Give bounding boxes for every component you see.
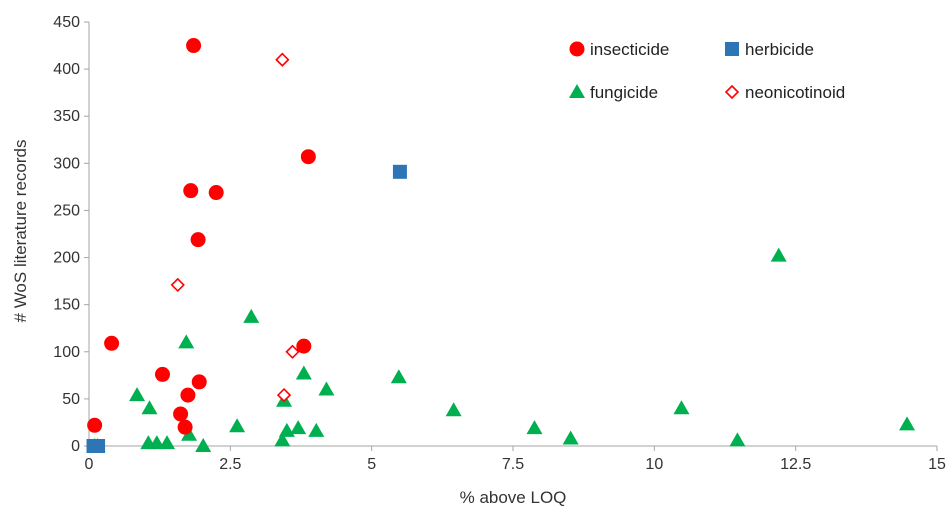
insecticide-point <box>191 374 207 390</box>
y-tick-label: 300 <box>53 155 80 172</box>
x-tick-label: 2.5 <box>219 456 241 473</box>
fungicide-point <box>159 435 176 450</box>
y-tick-label: 400 <box>53 61 80 78</box>
legend-marker-neonicotinoid <box>724 84 740 100</box>
y-tick-label: 0 <box>71 438 80 455</box>
insecticide-point <box>186 38 202 54</box>
fungicide-point <box>278 422 295 437</box>
y-tick-label: 50 <box>62 391 80 408</box>
legend-marker-herbicide <box>725 42 739 56</box>
legend: insecticide herbicide fungicide neonicotino… <box>569 40 845 102</box>
y-axis-title: # WoS literature records <box>11 140 30 323</box>
fungicide-point <box>526 420 543 435</box>
insecticide-point <box>183 183 199 199</box>
fungicide-point <box>770 247 787 262</box>
y-axis-title-group: # WoS literature records <box>11 140 30 323</box>
herbicide-point <box>392 164 407 179</box>
legend-item-herbicide: herbicide <box>725 40 814 59</box>
y-tick-label: 450 <box>53 14 80 31</box>
fungicide-point <box>899 416 916 431</box>
y-tick-label: 350 <box>53 108 80 125</box>
neonicotinoid-point <box>275 52 290 67</box>
fungicide-point <box>129 387 146 402</box>
fungicide-point <box>243 308 260 323</box>
legend-item-neonicotinoid: neonicotinoid <box>724 83 845 102</box>
fungicide-point <box>308 422 325 437</box>
neonicotinoid-point <box>285 344 300 359</box>
fungicide-point <box>181 426 198 441</box>
fungicide-point <box>141 400 158 415</box>
insecticide-point <box>154 366 170 382</box>
data-marks <box>86 38 916 453</box>
fungicide-point <box>290 420 307 435</box>
x-tick-label: 7.5 <box>502 456 524 473</box>
legend-label-herbicide: herbicide <box>745 40 814 59</box>
x-tick-label: 10 <box>645 456 663 473</box>
fungicide-point <box>148 435 165 450</box>
fungicide-point <box>295 365 312 380</box>
fungicide-point <box>445 402 462 417</box>
fungicide-point <box>229 418 246 433</box>
series-insecticide <box>87 38 316 435</box>
insecticide-point <box>190 232 206 248</box>
y-tick-label: 150 <box>53 297 80 314</box>
neonicotinoid-point <box>170 277 185 293</box>
insecticide-point <box>296 338 312 354</box>
y-tick-label: 100 <box>53 344 80 361</box>
fungicide-point <box>562 430 579 445</box>
legend-marker-insecticide <box>569 41 585 57</box>
axes: 0 50 100 150 200 250 300 350 400 450 0 2.5 5 7.5 10 12.… <box>53 14 946 473</box>
x-tick-label: 12.5 <box>780 456 811 473</box>
series-neonicotinoid <box>170 52 300 403</box>
series-fungicide <box>86 247 916 452</box>
herbicide-point <box>91 439 106 453</box>
x-tick-label: 0 <box>85 456 94 473</box>
neonicotinoid-point <box>276 387 292 403</box>
fungicide-point <box>318 381 335 396</box>
fungicide-point <box>195 438 212 452</box>
fungicide-point <box>390 369 407 384</box>
legend-label-neonicotinoid: neonicotinoid <box>745 83 845 102</box>
insecticide-point <box>104 335 120 351</box>
insecticide-point <box>173 406 189 422</box>
fungicide-point <box>178 334 195 349</box>
legend-item-insecticide: insecticide <box>569 40 669 59</box>
legend-marker-fungicide <box>569 84 585 98</box>
x-tick-label: 15 <box>928 456 946 473</box>
insecticide-point <box>300 149 316 165</box>
insecticide-point <box>177 419 193 435</box>
x-tick-label: 5 <box>367 456 376 473</box>
legend-item-fungicide: fungicide <box>569 83 658 102</box>
insecticide-point <box>180 387 196 403</box>
fungicide-point <box>274 432 291 447</box>
fungicide-point <box>673 400 690 415</box>
y-tick-label: 200 <box>53 250 80 267</box>
fungicide-point <box>729 432 746 447</box>
series-herbicide <box>86 164 407 453</box>
legend-label-insecticide: insecticide <box>590 40 669 59</box>
y-tick-label: 250 <box>53 202 80 219</box>
legend-label-fungicide: fungicide <box>590 83 658 102</box>
insecticide-point <box>208 185 224 201</box>
insecticide-point <box>87 417 103 433</box>
x-axis-title: % above LOQ <box>460 488 567 507</box>
